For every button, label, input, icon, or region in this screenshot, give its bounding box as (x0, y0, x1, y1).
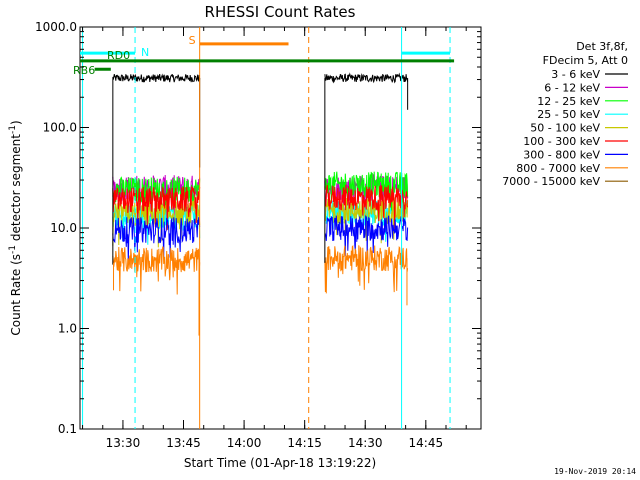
y-axis-ticks: 0.1 1.0 10.0 100.0 1000.0 (35, 20, 481, 436)
legend-header-1: Det 3f,8f, (576, 40, 628, 53)
trace-800-7000keV (112, 246, 201, 295)
footer-timestamp: 19-Nov-2019 20:14 (554, 467, 636, 476)
x-tick-label: 14:30 (348, 436, 383, 450)
y-axis-label: Count Rate (s-1 detector segment-1) (8, 120, 23, 335)
y-tick-label: 1.0 (58, 322, 77, 336)
trace-300-800keV (324, 215, 409, 257)
trace-3-6keV (324, 72, 409, 84)
trace-100-300keV (112, 186, 201, 231)
legend-label: 800 - 7000 keV (516, 162, 600, 175)
flag-label-s: S (189, 34, 196, 47)
legend-header-2: FDecim 5, Att 0 (543, 54, 628, 67)
plot-area: N S RD0 RB6 0.1 1.0 10.0 100.0 1000.0 13:30 13:4… (35, 20, 482, 450)
legend-label: 50 - 100 keV (530, 122, 600, 135)
x-axis-ticks: 13:30 13:45 14:00 14:15 14:30 14:45 (82, 27, 467, 450)
x-tick-label: 14:00 (227, 436, 262, 450)
trace-300-800keV (112, 217, 201, 263)
x-tick-label: 14:45 (409, 436, 444, 450)
legend-label: 300 - 800 keV (523, 148, 600, 161)
chart-title: RHESSI Count Rates (205, 3, 356, 21)
trace-100-300keV (324, 184, 409, 232)
x-tick-label: 13:30 (106, 436, 141, 450)
x-tick-label: 13:45 (166, 436, 201, 450)
legend-label: 3 - 6 keV (551, 68, 600, 81)
trace-800-7000keV (324, 245, 409, 294)
y-tick-label: 0.1 (58, 422, 77, 436)
legend-label: 7000 - 15000 keV (502, 175, 600, 188)
x-axis-label: Start Time (01-Apr-18 13:19:22) (184, 456, 376, 470)
y-axis-label-suffix: ) (9, 120, 23, 125)
flag-label-n: N (141, 46, 149, 59)
count-rate-traces (112, 72, 409, 336)
y-tick-label: 100.0 (43, 121, 77, 135)
vertical-markers (82, 27, 451, 429)
flag-label-rb6: RB6 (73, 64, 95, 77)
x-tick-label: 14:15 (287, 436, 322, 450)
legend-label: 12 - 25 keV (537, 95, 600, 108)
flag-label-rd0: RD0 (107, 49, 130, 62)
y-axis-label-mid: detector segment (9, 134, 23, 245)
flag-bars: N S RD0 RB6 (73, 34, 455, 77)
trace-50-100keV (324, 196, 409, 244)
y-axis-label-prefix: Count Rate (s (9, 254, 23, 336)
y-tick-label: 10.0 (50, 221, 77, 235)
y-tick-label: 1000.0 (35, 20, 77, 34)
legend-label: 100 - 300 keV (523, 135, 600, 148)
y-axis-label-sup1: -1 (8, 245, 18, 254)
trace-3-6keV (112, 73, 201, 83)
legend-label: 25 - 50 keV (537, 108, 600, 121)
legend-label: 6 - 12 keV (544, 81, 600, 94)
y-axis-label-sup2: -1 (8, 125, 18, 134)
